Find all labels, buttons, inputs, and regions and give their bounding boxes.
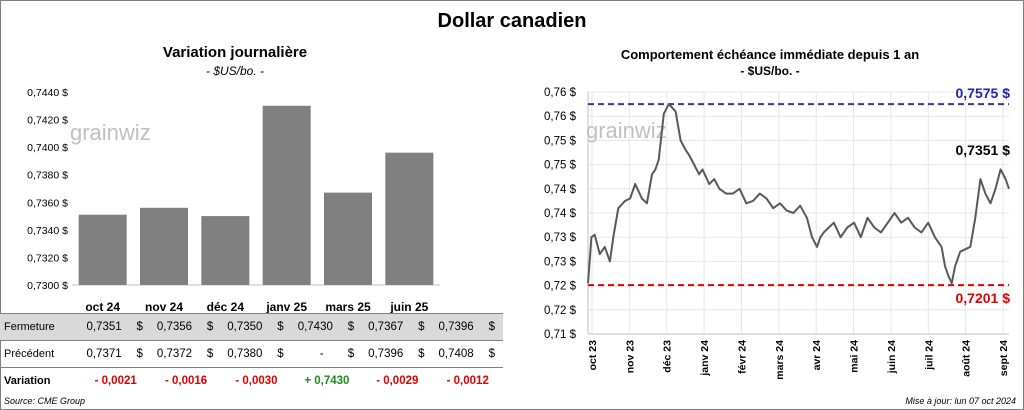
cell-value: 0,7396 <box>438 321 474 333</box>
watermark: grainwiz <box>586 118 667 143</box>
cell-currency: $ <box>277 321 284 333</box>
cell-currency: $ <box>418 348 425 360</box>
y-tick-label: 0,7400 $ <box>27 142 68 154</box>
y-tick-label: 0,7320 $ <box>27 252 68 264</box>
variation-value: - 0,0030 <box>235 375 278 387</box>
cell-value: 0,7350 <box>227 321 263 333</box>
cell-currency: $ <box>277 348 284 360</box>
cell-value: 0,7356 <box>156 321 193 333</box>
bar <box>385 152 434 285</box>
min-label: 0,7201 $ <box>956 290 1011 306</box>
x-tick-label: août 24 <box>961 340 973 377</box>
cell-currency: $ <box>206 321 214 333</box>
x-category-label: mars 25 <box>325 300 371 314</box>
bar-chart-title: Variation journalière <box>162 44 308 61</box>
x-tick-label: oct 23 <box>587 340 599 371</box>
update-note: Mise à jour: lun 07 oct 2024 <box>905 396 1016 406</box>
y-tick-label: 0,74 $ <box>544 208 577 220</box>
cell-currency: $ <box>206 348 214 360</box>
price-table: Fermeture 0,7351 $ 0,7356 $ 0,7350 $ 0,7430… <box>0 313 503 394</box>
watermark: grainwiz <box>70 120 151 145</box>
bar <box>262 105 311 286</box>
x-category-label: oct 24 <box>85 300 120 314</box>
x-tick-label: févr 24 <box>736 340 748 374</box>
variation-value: - 0,0016 <box>164 375 208 387</box>
cell-value: 0,7371 <box>86 348 122 360</box>
x-category-label: janv 25 <box>265 300 307 314</box>
x-tick-label: janv 24 <box>699 340 711 377</box>
line-chart-title: Comportement échéance immédiate depuis 1… <box>620 47 920 62</box>
bar <box>324 192 372 285</box>
row-label-variation: Variation <box>4 375 51 387</box>
variation-value: - 0,0021 <box>94 375 137 387</box>
cell-currency: $ <box>347 348 355 360</box>
variation-value: - 0,0029 <box>376 375 419 387</box>
page-title: Dollar canadien <box>437 10 587 32</box>
y-tick-label: 0,72 $ <box>544 281 577 293</box>
y-tick-label: 0,76 $ <box>544 87 577 99</box>
y-tick-label: 0,73 $ <box>544 232 577 244</box>
line-chart: 0,71 $ 0,72 $ 0,72 $ 0,73 $ 0,73 $ 0,74 $ 0,74… <box>544 85 1011 380</box>
cell-value: 0,7367 <box>368 321 404 333</box>
cell-value: 0,7430 <box>297 321 333 333</box>
y-tick-label: 0,71 $ <box>544 329 577 341</box>
bar <box>78 214 127 285</box>
y-tick-label: 0,7360 $ <box>27 197 68 209</box>
x-category-label: déc 24 <box>207 300 245 314</box>
cell-value: 0,7351 <box>86 321 122 333</box>
x-tick-label: nov 23 <box>624 340 636 373</box>
cell-value: 0,7396 <box>368 348 404 360</box>
row-label-precedent: Précédent <box>4 348 55 360</box>
x-tick-label: avr 24 <box>811 340 823 371</box>
y-tick-label: 0,76 $ <box>544 111 577 123</box>
cell-currency: $ <box>347 321 355 333</box>
y-tick-label: 0,75 $ <box>544 160 577 172</box>
bar-chart: 0,7300 $ 0,7320 $ 0,7340 $ 0,7360 $ 0,7380 $… <box>27 87 440 314</box>
y-tick-label: 0,73 $ <box>544 256 577 268</box>
table-row-fermeture: Fermeture 0,7351 $ 0,7356 $ 0,7350 $ 0,7430… <box>0 313 503 341</box>
table-row-variation: Variation - 0,0021 - 0,0016 - 0,0030 + 0… <box>0 368 503 395</box>
cell-currency: $ <box>136 348 143 360</box>
source-note: Source: CME Group <box>4 396 86 406</box>
y-tick-label: 0,7380 $ <box>27 170 68 182</box>
x-category-label: nov 24 <box>145 300 183 314</box>
x-tick-label: déc 23 <box>662 340 674 373</box>
x-tick-label: mai 24 <box>849 340 861 373</box>
cell-value: 0,7408 <box>438 348 474 360</box>
y-tick-label: 0,74 $ <box>544 184 577 196</box>
variation-value: + 0,7430 <box>304 375 350 387</box>
cell-currency: $ <box>488 348 495 360</box>
x-tick-label: mars 24 <box>774 340 786 380</box>
bar <box>140 207 188 285</box>
max-label: 0,7575 $ <box>956 85 1011 101</box>
cell-value: 0,7380 <box>227 348 263 360</box>
y-tick-label: 0,72 $ <box>544 305 577 317</box>
y-tick-label: 0,7420 $ <box>27 115 68 127</box>
y-tick-label: 0,7300 $ <box>27 280 68 292</box>
bar <box>201 216 250 285</box>
price-line <box>587 103 1010 285</box>
cell-currency: $ <box>136 321 143 333</box>
variation-value: - 0,0012 <box>446 375 489 387</box>
bar-chart-subtitle: - $US/bo. - <box>205 64 265 78</box>
cell-currency: $ <box>488 321 495 333</box>
y-tick-label: 0,7340 $ <box>27 225 68 237</box>
x-category-label: juin 25 <box>389 300 428 314</box>
y-tick-label: 0,7440 $ <box>27 87 68 99</box>
y-tick-label: 0,75 $ <box>544 135 577 147</box>
line-chart-subtitle: - $US/bo. - <box>740 64 800 78</box>
row-label-fermeture: Fermeture <box>4 321 55 333</box>
cell-currency: $ <box>418 321 425 333</box>
table-row-precedent: Précédent 0,7371 $ 0,7372 $ 0,7380 $ - $ 0,7… <box>0 341 503 368</box>
x-tick-label: juil 24 <box>923 340 935 371</box>
cell-value: 0,7372 <box>156 348 193 360</box>
last-value-label: 0,7351 $ <box>956 142 1011 158</box>
x-tick-label: sept 24 <box>998 340 1010 376</box>
x-tick-label: juin 24 <box>886 340 898 374</box>
cell-value: - <box>319 348 324 360</box>
